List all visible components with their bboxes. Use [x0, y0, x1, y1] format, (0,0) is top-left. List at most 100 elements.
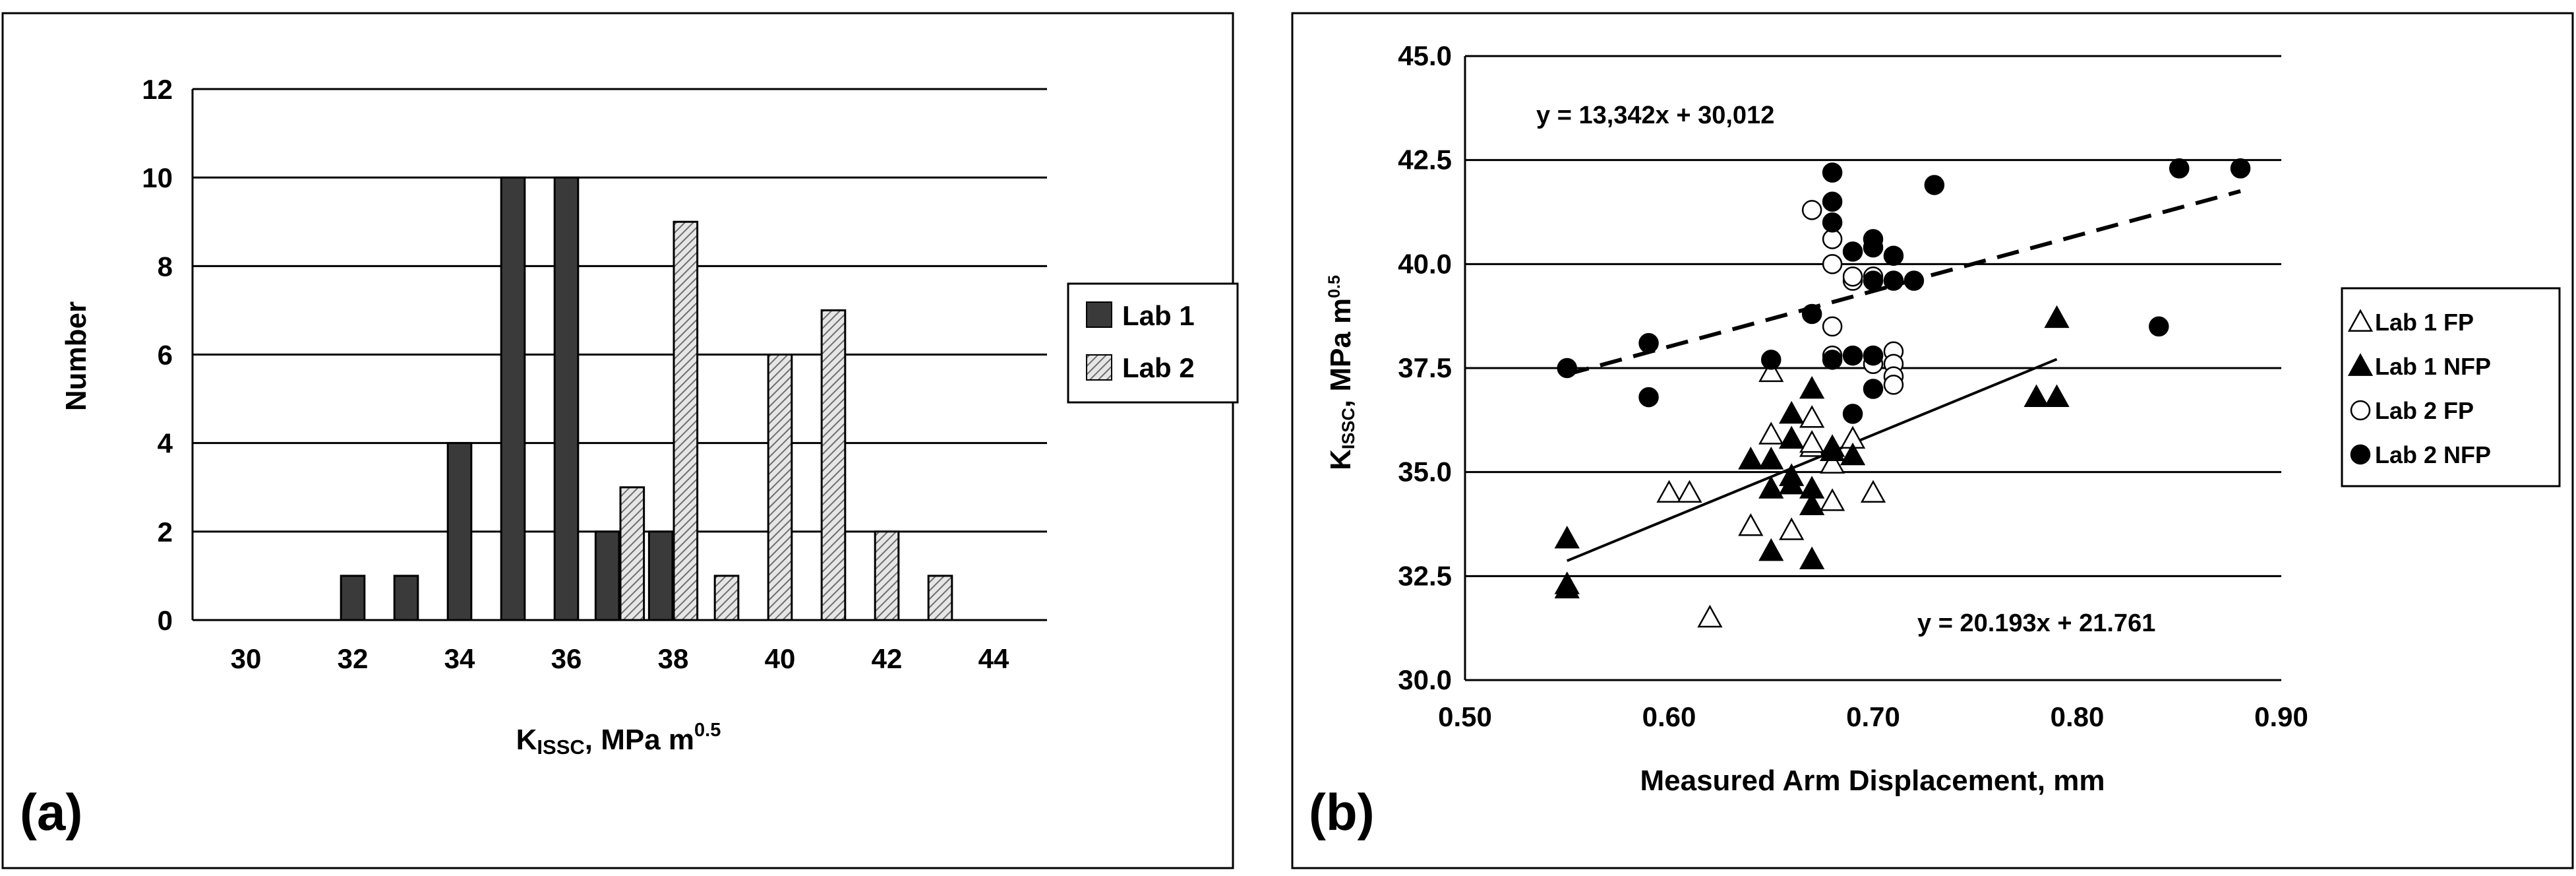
- bar-lab1-33: [393, 575, 419, 621]
- bar-lab1-32: [340, 575, 366, 621]
- legend-label-lab-1-nfp: Lab 1 NFP: [2375, 353, 2491, 380]
- panel-b-y-tick-label: 42.5: [1398, 144, 1452, 175]
- bar-lab2-37: [619, 486, 645, 621]
- panel-b-y-tick-labels: 30.0 32.5 35.0 37.5 40.0 42.5 45.0: [1398, 40, 1452, 695]
- panel-a-y-tick-label: 6: [158, 340, 173, 371]
- panel-b-legend-box: [2341, 287, 2561, 487]
- panel-b-axes: [1464, 56, 2281, 681]
- panel-a-y-tick-labels: 0 2 4 6 8 10 12: [142, 74, 173, 636]
- legend-marker-lab-1-fp: [2347, 309, 2374, 332]
- panel-a-y-tick-label: 10: [142, 162, 173, 193]
- legend-label-lab1: Lab 1: [1122, 300, 1195, 331]
- point-lab-1-nfp: [1779, 472, 1805, 495]
- point-lab-1-nfp: [1799, 546, 1825, 569]
- panel-a-x-tick-labels: 30 32 34 36 38 40 42 44: [231, 643, 1009, 674]
- panel-a-x-tick-label: 30: [231, 643, 262, 674]
- panel-b-x-tick-label: 0.90: [2254, 701, 2308, 732]
- point-lab-1-fp: [1799, 429, 1825, 453]
- panel-a-histogram: 0 2 4 6 8 10 12 30 32 34 36 38 40 42 44 Number KISSC,…: [1, 12, 1239, 869]
- point-lab-2-fp: [1842, 266, 1863, 287]
- panel-b-scatter: 30.0 32.5 35.0 37.5 40.0 42.5 45.0 0.50 0.60 0.7…: [1291, 12, 2574, 869]
- panel-b-x-tick-label: 0.50: [1438, 701, 1492, 732]
- point-lab-2-nfp: [1863, 270, 1884, 291]
- point-lab-1-fp: [1656, 480, 1682, 503]
- trendline-equation-solid: y = 20.193x + 21.761: [1917, 610, 2155, 637]
- point-lab-1-nfp: [1758, 476, 1784, 499]
- point-lab-1-nfp: [1554, 575, 1580, 599]
- point-lab-2-nfp: [1863, 379, 1884, 399]
- point-lab-1-nfp: [1779, 400, 1805, 424]
- legend-label-lab-1-fp: Lab 1 FP: [2375, 309, 2474, 336]
- point-lab-1-fp: [1697, 604, 1723, 628]
- panel-b-x-tick-labels: 0.50 0.60 0.70 0.80 0.90: [1438, 701, 2308, 732]
- point-lab-1-nfp: [1799, 492, 1825, 515]
- panel-b-label: (b): [1309, 783, 1375, 841]
- point-lab-2-nfp: [1842, 345, 1863, 366]
- bar-lab2-42: [874, 530, 900, 621]
- point-lab-2-nfp: [2149, 316, 2169, 337]
- panel-a-y-tick-label: 2: [158, 516, 173, 548]
- point-lab-1-fp: [1799, 405, 1825, 428]
- legend-label-lab-2-nfp: Lab 2 NFP: [2375, 441, 2491, 468]
- panel-a-x-tick-label: 40: [765, 643, 796, 674]
- trendline-solid: [1566, 358, 2058, 563]
- point-lab-1-fp: [1677, 480, 1702, 503]
- point-lab-2-nfp: [1924, 175, 1945, 195]
- panel-a-y-tick-label: 8: [158, 251, 173, 282]
- panel-a-bars: [340, 176, 953, 621]
- point-lab-2-nfp: [1883, 270, 1904, 291]
- panel-a-y-tick-label: 0: [158, 605, 173, 636]
- point-lab-1-fp: [1819, 488, 1845, 511]
- point-lab-1-nfp: [1758, 447, 1784, 470]
- point-lab-2-nfp: [1638, 387, 1659, 408]
- point-lab-2-nfp: [2169, 158, 2190, 179]
- bar-lab2-40: [767, 354, 793, 621]
- panel-a-x-tick-label: 42: [872, 643, 903, 674]
- panel-a-legend: Lab 1 Lab 2: [1067, 282, 1239, 404]
- panel-a-y-tick-label: 12: [142, 74, 173, 105]
- trendline-dashed: [1566, 189, 2241, 377]
- bar-lab2-41: [820, 309, 847, 621]
- panel-a-x-axis-title: KISSC, MPa m0.5: [516, 720, 721, 759]
- point-lab-2-nfp: [1842, 404, 1863, 424]
- point-lab-2-nfp: [1822, 212, 1843, 233]
- legend-marker-lab-2-nfp: [2350, 444, 2371, 465]
- bar-lab2-43: [927, 575, 953, 621]
- bar-lab1-37: [594, 530, 620, 621]
- legend-label-lab2: Lab 2: [1122, 352, 1195, 383]
- panel-b-y-tick-label: 30.0: [1398, 664, 1452, 695]
- panel-a-y-axis-title: Number: [60, 301, 92, 411]
- point-lab-2-nfp: [1638, 332, 1659, 354]
- point-lab-1-nfp: [2044, 305, 2070, 328]
- point-lab-2-nfp: [1903, 270, 1925, 291]
- point-lab-1-nfp: [1799, 375, 1825, 399]
- panel-a-x-tick-label: 36: [551, 643, 582, 674]
- point-lab-2-fp: [1883, 374, 1904, 395]
- trendline-equation-dashed: y = 13,342x + 30,012: [1536, 102, 1774, 129]
- panel-a-axes: [191, 89, 1047, 621]
- point-lab-2-nfp: [1761, 350, 1782, 370]
- point-lab-2-fp: [1822, 229, 1843, 249]
- bar-lab2-39: [713, 575, 740, 621]
- point-lab-1-nfp: [1819, 438, 1845, 461]
- panel-b-x-tick-label: 0.60: [1642, 701, 1696, 732]
- point-lab-1-nfp: [1840, 442, 1866, 466]
- point-lab-2-nfp: [2230, 158, 2251, 179]
- point-lab-1-fp: [1779, 517, 1805, 540]
- panel-b-x-axis-title: Measured Arm Displacement, mm: [1640, 765, 2105, 797]
- legend-marker-lab-2-fp: [2350, 400, 2371, 421]
- point-lab-1-fp: [1738, 513, 1764, 536]
- legend-marker-lab-1-nfp: [2347, 353, 2374, 376]
- bar-lab1-36: [553, 176, 580, 621]
- legend-label-lab-2-fp: Lab 2 FP: [2375, 397, 2474, 424]
- bar-lab2-38: [673, 220, 699, 621]
- point-lab-1-fp: [1758, 359, 1784, 383]
- point-lab-1-nfp: [1779, 425, 1805, 449]
- point-lab-2-nfp: [1842, 241, 1863, 262]
- panel-b-x-tick-label: 0.70: [1846, 701, 1900, 732]
- panel-b-points: [1554, 158, 2251, 628]
- point-lab-2-nfp: [1801, 303, 1822, 325]
- panel-a-label: (a): [20, 783, 82, 841]
- point-lab-1-nfp: [1554, 525, 1580, 549]
